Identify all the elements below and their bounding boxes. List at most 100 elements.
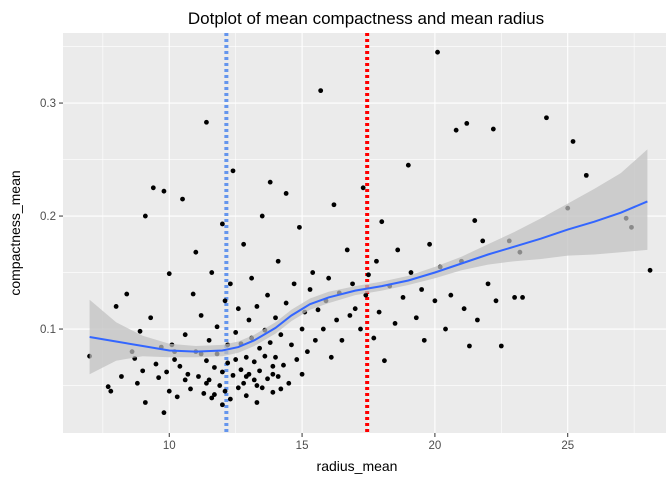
data-point (124, 291, 130, 297)
data-point (283, 300, 289, 306)
data-point (294, 357, 300, 362)
data-point (156, 375, 162, 381)
data-point (257, 345, 262, 351)
data-point (180, 196, 185, 202)
data-point (225, 360, 231, 366)
data-point (347, 313, 353, 318)
data-point (267, 340, 273, 346)
data-point (233, 330, 239, 335)
data-point (400, 295, 406, 300)
data-point (265, 376, 270, 382)
data-point (108, 388, 114, 394)
data-point (570, 139, 576, 144)
data-point (241, 380, 247, 386)
data-point (443, 326, 448, 332)
data-points (87, 49, 653, 416)
data-point (512, 295, 517, 300)
data-point (185, 371, 191, 377)
data-point (148, 315, 154, 321)
data-point (235, 306, 241, 312)
data-point (196, 374, 201, 379)
data-point (485, 281, 491, 287)
data-point (318, 88, 324, 94)
data-point (249, 275, 255, 281)
data-point (262, 353, 268, 359)
data-point (267, 179, 273, 185)
data-point (201, 391, 207, 396)
data-point (310, 270, 316, 275)
data-point (230, 168, 236, 174)
data-point (137, 328, 143, 334)
data-point (172, 357, 177, 362)
confidence-band-area (89, 149, 648, 375)
data-point (166, 271, 172, 277)
data-point (307, 287, 313, 292)
data-point (164, 369, 169, 375)
data-point (190, 291, 196, 297)
data-point (230, 372, 236, 378)
data-point (291, 281, 297, 287)
data-point (382, 358, 387, 364)
x-tick-label: 15 (296, 440, 309, 452)
data-point (251, 359, 257, 365)
data-point (219, 221, 225, 227)
x-tick-label: 10 (163, 440, 176, 452)
data-point (275, 374, 281, 379)
y-tick-label: 0.1 (40, 324, 56, 336)
data-point (254, 400, 260, 405)
data-point (254, 304, 260, 309)
data-point (270, 389, 276, 395)
data-point (182, 332, 188, 338)
data-point (435, 49, 440, 55)
data-point (142, 400, 148, 405)
data-point (297, 224, 302, 230)
data-point (233, 357, 239, 362)
data-point (209, 395, 215, 401)
data-point (204, 380, 209, 386)
data-point (299, 371, 305, 377)
data-point (472, 218, 478, 223)
data-point (188, 386, 193, 392)
data-point (174, 394, 180, 400)
data-point (219, 369, 225, 375)
data-point (395, 247, 401, 253)
data-point (278, 332, 284, 338)
data-point (544, 115, 549, 121)
data-point (461, 306, 467, 312)
data-point (328, 354, 334, 360)
data-point (206, 377, 212, 383)
data-point (421, 337, 427, 343)
data-point (222, 298, 228, 304)
data-point (243, 374, 249, 379)
data-point (270, 363, 276, 369)
data-point (281, 362, 286, 368)
data-point (235, 385, 241, 391)
data-point (273, 315, 278, 321)
data-point (105, 384, 111, 390)
data-point (161, 188, 167, 194)
data-point (374, 258, 379, 264)
x-tick-label: 25 (561, 440, 574, 452)
reference-lines (224, 33, 370, 433)
data-point (254, 383, 260, 388)
data-point (379, 219, 385, 225)
data-point (273, 354, 278, 360)
data-point (193, 249, 199, 255)
data-point (498, 343, 504, 349)
data-point (217, 383, 223, 388)
data-point (227, 396, 233, 402)
data-point (259, 385, 265, 391)
x-axis-ticks: 10 15 20 25 (163, 433, 574, 452)
data-point (113, 304, 119, 309)
data-point (371, 335, 377, 341)
data-point (214, 324, 220, 330)
data-point (480, 238, 486, 244)
data-point (246, 317, 252, 323)
data-point (419, 287, 425, 292)
data-point (363, 292, 369, 298)
data-point (350, 281, 355, 287)
data-point (289, 342, 294, 348)
x-tick-label: 20 (428, 440, 441, 452)
data-point (432, 298, 438, 304)
data-point (283, 191, 289, 196)
